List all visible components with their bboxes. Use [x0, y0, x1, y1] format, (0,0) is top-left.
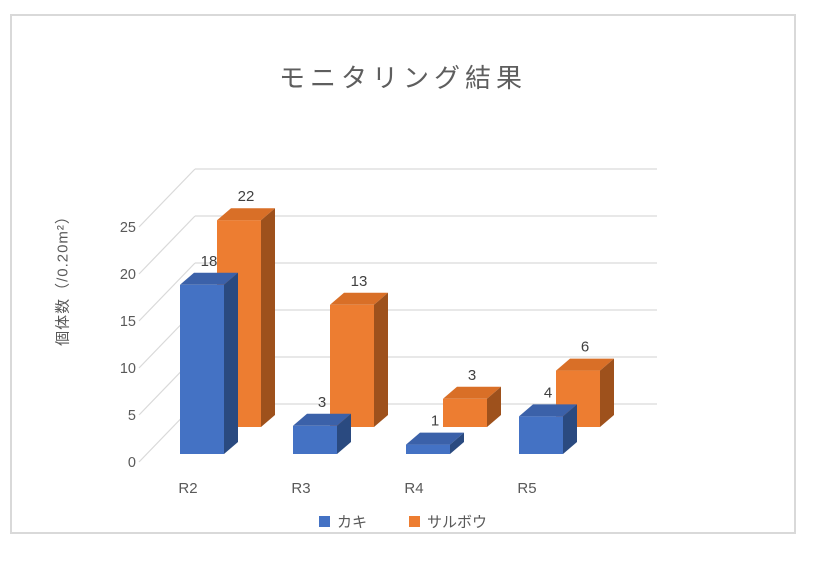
- y-tick-label: 15: [120, 314, 136, 330]
- bar-front-face: [180, 284, 224, 454]
- bar-side-face: [374, 292, 388, 427]
- bar-front-face: [406, 444, 450, 454]
- y-tick-label: 0: [128, 455, 136, 471]
- bar-side-face: [337, 413, 351, 454]
- bar-side-face: [224, 272, 238, 454]
- bar-side-face: [261, 208, 275, 427]
- data-label: 22: [238, 188, 255, 205]
- bar-top-face: [519, 404, 577, 417]
- bar-series2-r4: [443, 386, 501, 427]
- bar-top-face: [443, 386, 501, 399]
- gridline-depth-segment: [138, 168, 196, 228]
- legend-label-series2: サルボウ: [427, 514, 488, 531]
- data-label: 4: [544, 384, 552, 401]
- legend: カキ サルボウ: [12, 511, 794, 532]
- bar-front-face: [330, 304, 374, 427]
- x-category-label: R2: [178, 480, 197, 497]
- y-tick-label: 10: [120, 361, 136, 377]
- bar-front-face: [293, 425, 337, 454]
- gridline-depth-segment: [138, 215, 196, 275]
- bar-top-face: [330, 292, 388, 305]
- data-label: 3: [318, 394, 326, 411]
- bar-front-face: [443, 398, 487, 427]
- y-tick-label: 5: [128, 408, 136, 424]
- bar-front-face: [519, 416, 563, 454]
- chart-title: モニタリング結果: [278, 63, 527, 93]
- x-category-label: R4: [404, 480, 423, 497]
- bar-top-face: [293, 413, 351, 426]
- data-label: 13: [351, 273, 368, 290]
- data-label: 1: [431, 413, 439, 430]
- bar-series1-r3: [293, 413, 351, 454]
- bar-side-face: [487, 386, 501, 427]
- data-label: 18: [201, 253, 218, 270]
- data-label: 3: [468, 367, 476, 384]
- bar-series1-r5: [519, 404, 577, 454]
- gridline-depth-segment: [138, 262, 196, 322]
- bar-side-face: [600, 358, 614, 427]
- legend-item-series1: カキ: [318, 511, 367, 532]
- x-category-label: R5: [517, 480, 536, 497]
- y-tick-label: 20: [120, 267, 136, 283]
- bar-top-face: [180, 272, 238, 285]
- chart-frame: モニタリング結果 個体数（/0.20m²） 0 5 10 15 20 25 18 22 R2 3 1…: [10, 14, 796, 534]
- bar-series2-r5: [556, 358, 614, 427]
- legend-swatch-series2-icon: [409, 516, 420, 527]
- bar-top-face: [406, 432, 464, 445]
- data-label: 6: [581, 339, 589, 356]
- bar-series1-r4: [406, 432, 464, 454]
- legend-swatch-series1-icon: [318, 516, 330, 527]
- bar-side-face: [450, 432, 464, 454]
- bar-side-face: [563, 404, 577, 454]
- bar-series1-r2: [180, 272, 238, 454]
- y-tick-label: 25: [120, 220, 136, 236]
- legend-item-series2: サルボウ: [409, 511, 487, 532]
- legend-label-series1: カキ: [336, 514, 367, 531]
- bar-top-face: [217, 208, 275, 221]
- bar-top-face: [556, 358, 614, 371]
- bar-series2-r3: [330, 292, 388, 427]
- x-category-label: R3: [291, 480, 310, 497]
